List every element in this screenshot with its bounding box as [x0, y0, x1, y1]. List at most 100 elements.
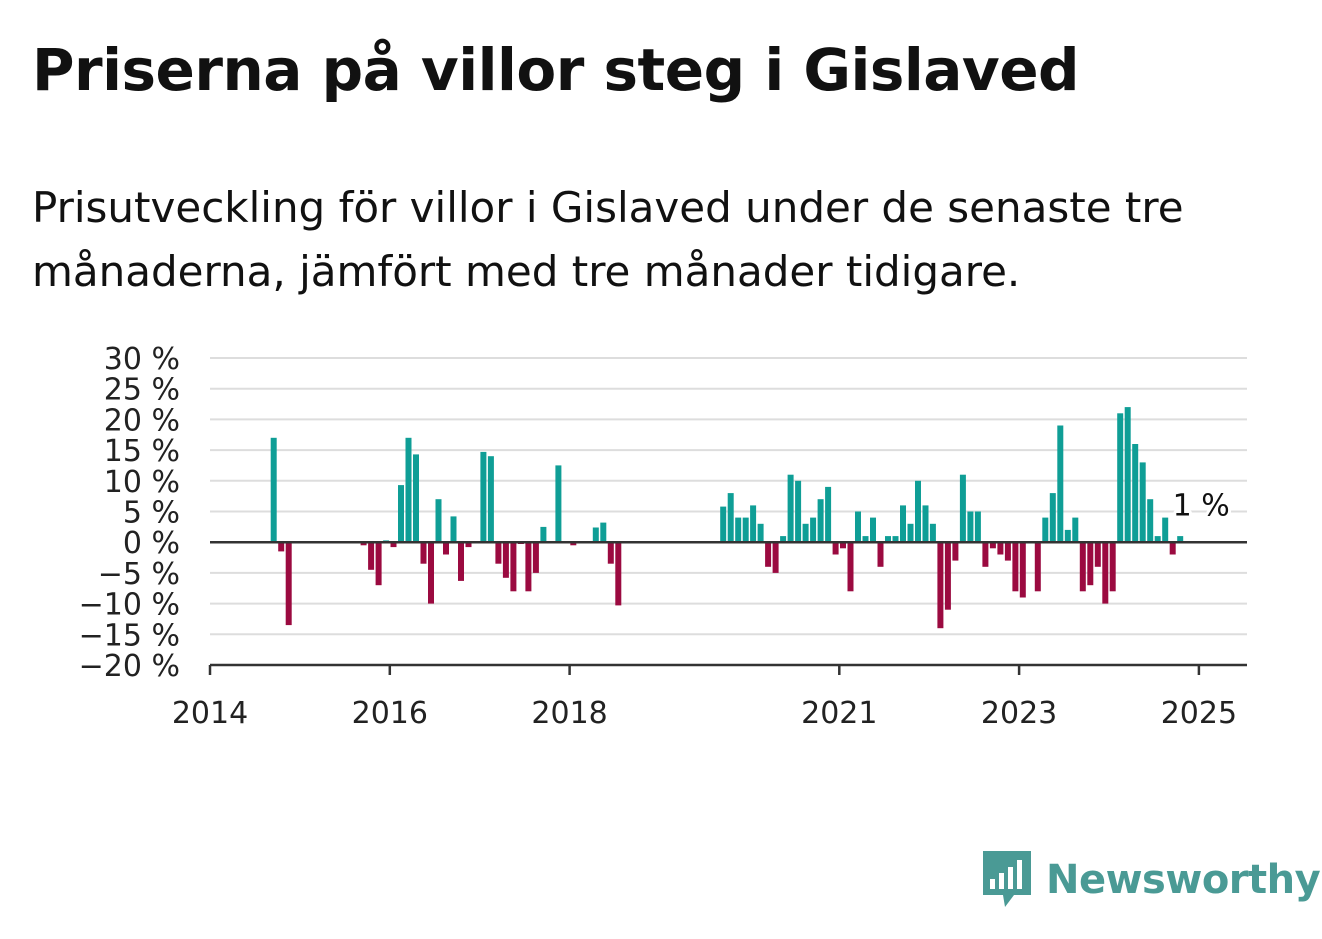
bar: [847, 542, 854, 592]
bar: [885, 536, 891, 543]
bar: [982, 542, 989, 567]
bar: [720, 506, 727, 543]
bar: [937, 542, 944, 629]
bar: [1169, 542, 1176, 555]
bar: [480, 451, 487, 543]
newsworthy-logo: Newsworthy: [980, 848, 1321, 912]
bar: [420, 542, 427, 564]
bar: [832, 542, 839, 555]
bar: [435, 499, 442, 543]
y-tick-label: 5 %: [123, 496, 180, 531]
bar: [892, 536, 899, 543]
bar: [997, 542, 1004, 555]
bar: [1094, 542, 1101, 567]
bar: [944, 542, 951, 610]
bar: [285, 542, 292, 626]
bar: [735, 517, 742, 543]
bar: [907, 523, 914, 543]
bar: [450, 516, 457, 543]
bar: [780, 536, 787, 543]
bar: [1177, 536, 1184, 543]
axes: [208, 540, 1247, 675]
bar: [862, 536, 869, 543]
bar: [1072, 517, 1079, 543]
bar: [1034, 542, 1041, 592]
x-tick-label: 2014: [172, 696, 248, 731]
bar: [877, 542, 884, 567]
y-tick-label: 25 %: [104, 373, 180, 408]
bar: [817, 499, 824, 543]
bar: [540, 526, 547, 543]
bar: [900, 505, 906, 543]
bar: [398, 485, 404, 543]
bar: [510, 542, 517, 592]
tick-labels: 30 %25 %20 %15 %10 %5 %0 %−5 %−10 %−15 %…: [79, 342, 1237, 731]
bar: [615, 542, 622, 606]
bar: [375, 542, 382, 586]
bar: [967, 511, 974, 543]
bar: [1049, 493, 1056, 543]
y-tick-label: 20 %: [104, 403, 180, 438]
x-tick-label: 2025: [1161, 696, 1237, 731]
bar: [855, 511, 861, 543]
x-tick-label: 2021: [801, 696, 877, 731]
annotation: 1 %: [1170, 486, 1233, 527]
x-tick-label: 2023: [981, 696, 1057, 731]
chart-title: Priserna på villor steg i Gislaved: [32, 36, 1080, 104]
bar: [1064, 529, 1071, 543]
bar: [443, 542, 449, 555]
bar: [1102, 542, 1109, 604]
bar: [915, 480, 921, 543]
bar: [952, 542, 959, 561]
x-tick-label: 2018: [531, 696, 607, 731]
bar: [1012, 542, 1019, 592]
y-tick-label: −15 %: [79, 618, 180, 653]
bar: [1132, 444, 1139, 543]
bar: [1139, 462, 1146, 543]
y-tick-label: 30 %: [104, 342, 180, 377]
brand-name: Newsworthy: [1046, 857, 1321, 903]
y-tick-label: −5 %: [98, 557, 180, 592]
bar: [1079, 542, 1086, 592]
y-tick-label: 15 %: [104, 434, 180, 469]
y-tick-label: −20 %: [79, 649, 180, 684]
x-tick-label: 2016: [352, 696, 428, 731]
bar: [405, 437, 412, 543]
bar: [428, 542, 434, 604]
bar: [458, 542, 464, 581]
bar: [959, 474, 966, 543]
bar: [368, 542, 375, 570]
bar: [1154, 536, 1161, 543]
bar: [525, 542, 532, 592]
bar: [742, 517, 749, 543]
bar: [870, 517, 876, 543]
bar: [825, 486, 832, 543]
bar: [570, 542, 577, 546]
bar: [750, 505, 757, 543]
bar: [810, 517, 817, 543]
bar: [1019, 542, 1026, 598]
bar: [592, 527, 599, 543]
bar: [555, 465, 562, 543]
bar: [1124, 407, 1131, 543]
bar: [787, 474, 794, 543]
bar: [1042, 517, 1049, 543]
bar: [1004, 542, 1011, 561]
bar: [840, 542, 846, 549]
chart-subtitle: Prisutveckling för villor i Gislaved und…: [32, 183, 1184, 296]
bar: [600, 522, 607, 543]
bar: [1162, 517, 1169, 543]
bar: [278, 542, 285, 552]
bar: [532, 542, 539, 573]
bar: [270, 437, 277, 543]
bar: [413, 454, 419, 543]
bar-chart-speech-icon: [983, 851, 1031, 907]
bar: [922, 505, 929, 543]
bar: [607, 542, 614, 564]
bar: [765, 542, 772, 567]
bar: [360, 542, 367, 546]
y-tick-label: 0 %: [123, 526, 180, 561]
bar: [1109, 542, 1116, 592]
bar: [1057, 425, 1064, 543]
bar: [495, 542, 502, 564]
